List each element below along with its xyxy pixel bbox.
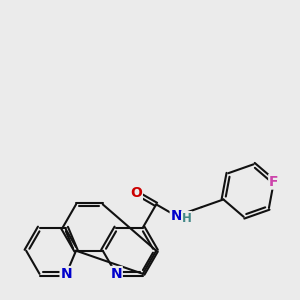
Text: O: O	[130, 186, 142, 200]
Text: H: H	[182, 212, 192, 225]
Text: N: N	[110, 267, 122, 281]
Text: N: N	[171, 209, 182, 223]
Text: F: F	[269, 175, 279, 189]
Text: N: N	[60, 267, 72, 281]
